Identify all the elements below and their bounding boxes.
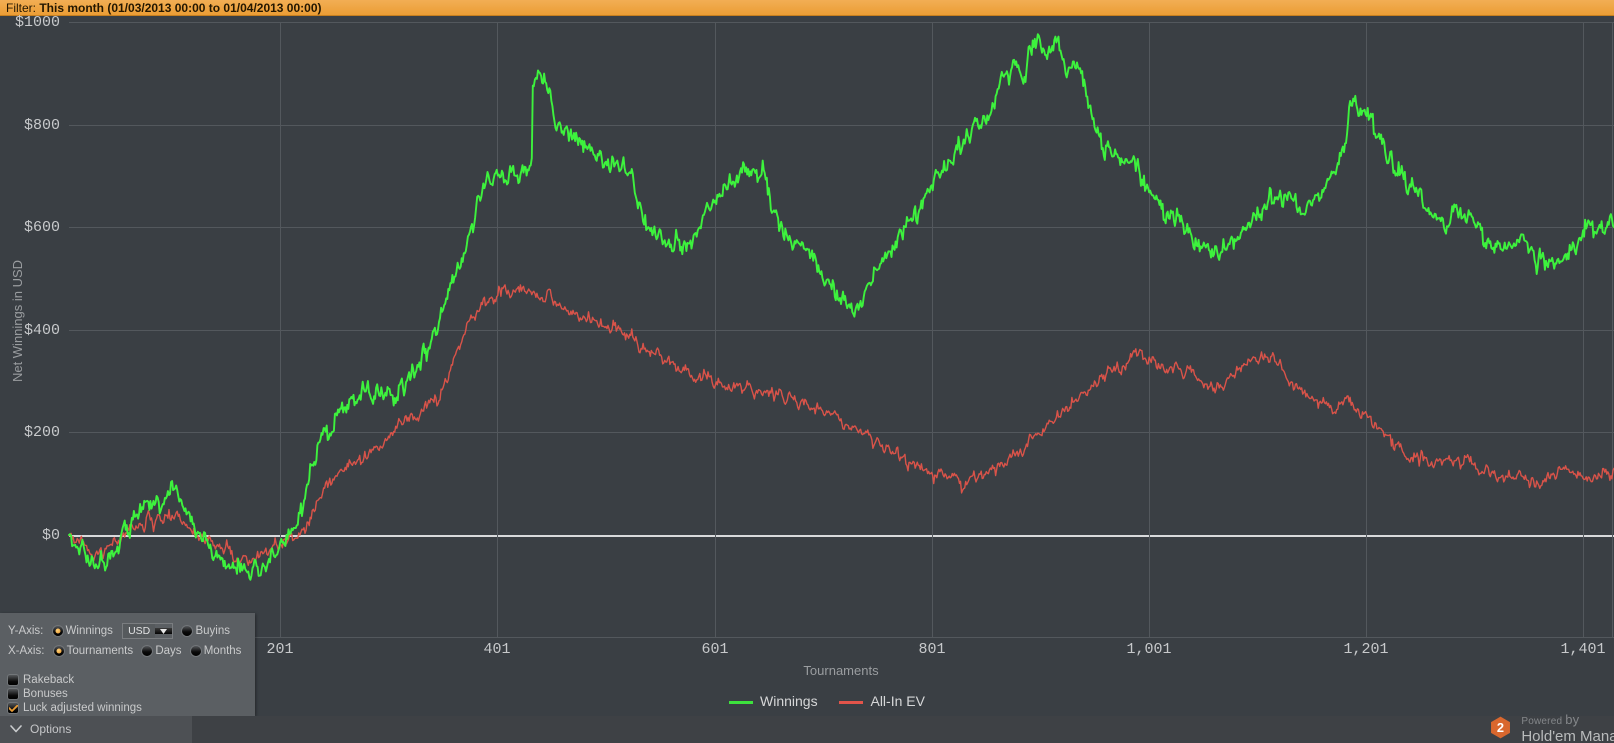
- svg-text:2: 2: [1497, 720, 1504, 735]
